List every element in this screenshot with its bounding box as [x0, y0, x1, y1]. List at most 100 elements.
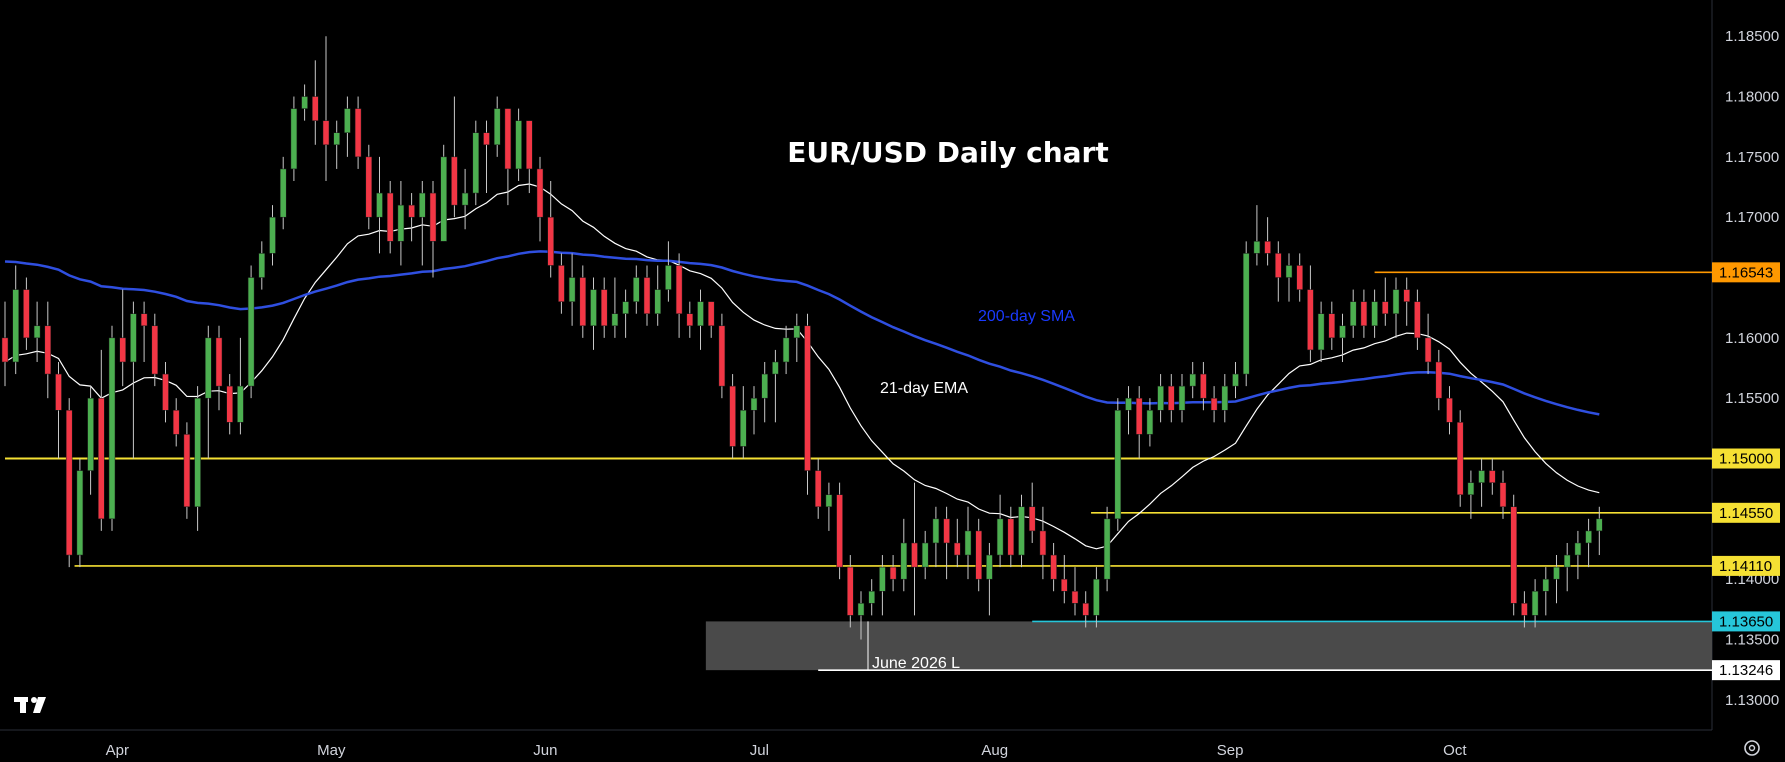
- candle: [1114, 398, 1122, 531]
- candle: [162, 361, 169, 423]
- candle: [1050, 542, 1057, 592]
- candle: [975, 518, 982, 592]
- candle: [1071, 567, 1079, 616]
- candle: [205, 325, 212, 459]
- price-tick: 1.13000: [1725, 692, 1779, 709]
- time-tick: Oct: [1443, 742, 1467, 759]
- candle: [33, 301, 41, 362]
- candle: [258, 241, 266, 290]
- candle: [1221, 374, 1229, 423]
- candle: [536, 156, 544, 242]
- candle: [279, 156, 287, 230]
- candle: [1242, 241, 1250, 387]
- candle: [1456, 410, 1464, 507]
- candle: [568, 253, 576, 326]
- candle: [1424, 313, 1432, 375]
- candle: [483, 120, 490, 194]
- candle: [1039, 506, 1047, 580]
- candle: [1178, 374, 1186, 423]
- candle: [493, 96, 501, 157]
- candle: [1574, 530, 1582, 580]
- candle: [814, 458, 822, 519]
- candle: [419, 180, 426, 266]
- candle: [333, 120, 340, 169]
- candle: [932, 506, 940, 568]
- candle: [686, 301, 694, 338]
- candle: [1093, 567, 1100, 628]
- candle: [590, 277, 597, 350]
- candle: [847, 555, 854, 628]
- level-badge-text: 1.13246: [1719, 662, 1773, 679]
- candle: [1146, 398, 1154, 447]
- candle: [397, 180, 405, 266]
- candle: [365, 144, 373, 230]
- candle: [793, 313, 801, 362]
- candle: [194, 386, 201, 531]
- candle: [1328, 301, 1336, 350]
- candle: [130, 301, 137, 459]
- candle: [119, 289, 126, 387]
- time-tick: Jul: [750, 742, 769, 759]
- candle: [740, 386, 747, 459]
- tv-logo-icon: [14, 697, 46, 713]
- candle: [76, 458, 84, 568]
- candle: [1478, 458, 1485, 507]
- support-zone: [705, 621, 1712, 671]
- candle: [579, 265, 587, 338]
- candle: [729, 374, 736, 459]
- candle: [1018, 494, 1025, 568]
- price-tick: 1.18500: [1725, 28, 1779, 45]
- candle: [600, 277, 608, 338]
- candle: [1135, 386, 1143, 459]
- candle: [1200, 361, 1207, 411]
- candle: [633, 265, 640, 314]
- gear-icon[interactable]: [1744, 740, 1760, 756]
- candle: [761, 361, 768, 423]
- candle: [1349, 289, 1357, 338]
- candle: [183, 422, 191, 519]
- ema-21-line: [4, 183, 1600, 550]
- sma-200-line: [4, 250, 1600, 416]
- candle: [386, 180, 394, 254]
- time-tick: May: [317, 742, 346, 759]
- candle: [1585, 518, 1592, 568]
- candle: [675, 253, 683, 338]
- candle: [1125, 386, 1132, 435]
- candle: [954, 518, 961, 568]
- time-tick: Jun: [533, 742, 557, 759]
- candle: [354, 96, 362, 169]
- candle: [1371, 289, 1378, 338]
- level-badge: [1712, 262, 1780, 283]
- candle: [804, 313, 811, 495]
- candle: [408, 193, 415, 242]
- candle: [461, 168, 469, 230]
- candle: [1103, 506, 1111, 592]
- candle: [1028, 482, 1036, 543]
- candle: [1531, 579, 1539, 628]
- candle: [1007, 506, 1015, 568]
- candle: [1307, 265, 1314, 362]
- level-badge-text: 1.14110: [1719, 558, 1772, 575]
- candle: [986, 542, 993, 616]
- candle: [44, 301, 52, 399]
- candle: [215, 325, 223, 411]
- candle: [108, 325, 116, 531]
- candle: [772, 349, 779, 423]
- candle: [65, 398, 73, 568]
- candle: [921, 530, 929, 580]
- candle: [868, 579, 875, 616]
- candle: [55, 361, 62, 459]
- candle: [344, 96, 351, 157]
- candle: [1382, 277, 1389, 326]
- candle: [1264, 217, 1271, 266]
- candle: [226, 374, 233, 435]
- candle: [1189, 361, 1196, 399]
- candle: [1542, 567, 1550, 616]
- level-badge: [1712, 611, 1780, 632]
- chart-title: EUR/USD Daily chart: [787, 136, 1109, 169]
- candle: [1296, 253, 1303, 302]
- sma-annotation: 200-day SMA: [978, 308, 1075, 325]
- candle: [440, 144, 447, 242]
- candle: [900, 518, 908, 592]
- time-tick: Aug: [981, 742, 1008, 759]
